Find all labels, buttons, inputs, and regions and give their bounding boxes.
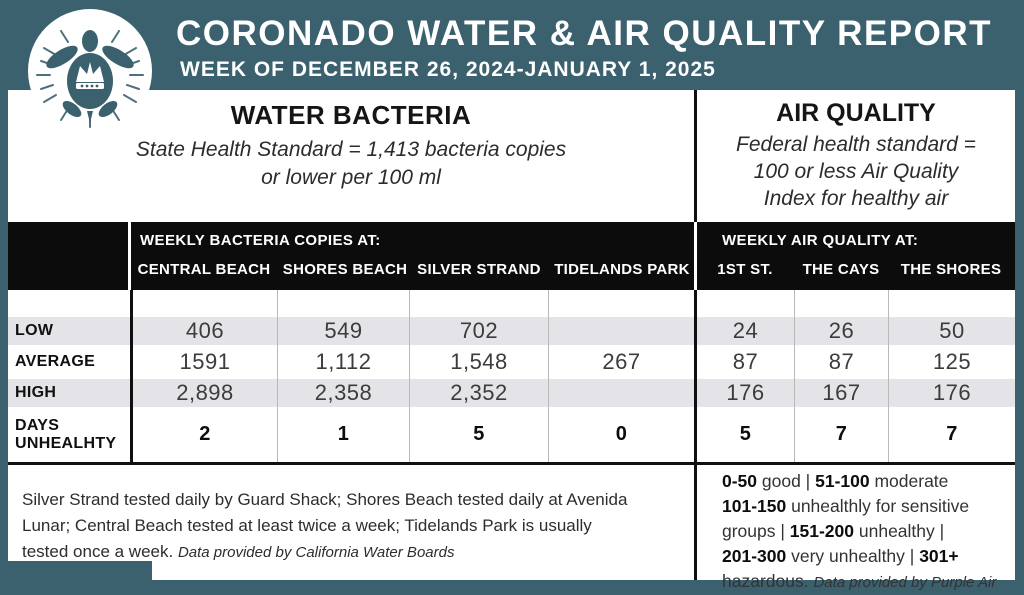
value-avg-central: 1591 xyxy=(130,345,277,379)
value-days-silver-strand: 5 xyxy=(409,407,548,462)
table-row-average: AVERAGE 1591 1,112 1,548 267 87 87 125 xyxy=(8,345,1015,379)
row-label-average: AVERAGE xyxy=(15,353,96,370)
column-header-shores-beach: SHORES BEACH xyxy=(282,261,408,278)
crowned-turtle-logo-icon xyxy=(28,9,152,133)
water-section-heading: WATER BACTERIA xyxy=(230,100,472,130)
value-avg-the-shores: 125 xyxy=(888,345,1015,379)
aqi-legend-line-1: 0-50 good | 51-100 moderate xyxy=(722,471,949,491)
value-high-shores-beach: 2,358 xyxy=(277,379,409,407)
table-row-days-unhealthy: DAYS UNHEALHTY 2 1 5 0 5 7 7 xyxy=(8,407,1015,462)
air-data-source: Data provided by Purple Air xyxy=(813,574,997,591)
section-divider-top xyxy=(694,90,697,222)
aqi-legend-line-2: 101-150 unhealthly for sensitive xyxy=(722,496,970,516)
aqi-legend: 0-50 good | 51-100 moderate 101-150 unhe… xyxy=(722,469,1014,595)
aqi-legend-line-3: groups | 151-200 unhealthy | xyxy=(722,521,945,541)
column-header-the-cays: THE CAYS xyxy=(802,261,880,278)
table-header-band: WEEKLY BACTERIA COPIES AT: WEEKLY AIR QU… xyxy=(8,222,1015,290)
value-avg-silver-strand: 1,548 xyxy=(409,345,548,379)
report-header: CORONADO WATER & AIR QUALITY REPORT WEEK… xyxy=(0,0,1024,90)
row-label-days-unhealthy: DAYS UNHEALHTY xyxy=(15,416,117,452)
week-subtitle: WEEK OF DECEMBER 26, 2024-JANUARY 1, 202… xyxy=(180,58,716,81)
column-header-tidelands-park: TIDELANDS PARK xyxy=(554,261,690,278)
water-group-label: WEEKLY BACTERIA COPIES AT: xyxy=(140,232,381,249)
column-header-the-shores: THE SHORES xyxy=(900,261,1002,278)
air-health-standard: Federal health standard = 100 or less Ai… xyxy=(697,131,1015,212)
water-note-line-2: Lunar; Central Beach tested at least twi… xyxy=(22,516,592,535)
value-avg-1st-st: 87 xyxy=(694,345,794,379)
row-label-low: LOW xyxy=(15,322,54,339)
bottom-left-teal-band xyxy=(0,561,152,580)
value-low-silver-strand: 702 xyxy=(409,317,548,345)
water-health-standard: State Health Standard = 1,413 bacteria c… xyxy=(8,136,694,192)
value-low-tidelands xyxy=(548,317,694,345)
table-bottom-rule xyxy=(8,462,1015,465)
value-days-shores-beach: 1 xyxy=(277,407,409,462)
water-data-source: Data provided by California Water Boards xyxy=(177,544,455,561)
air-standard-line-1: Federal health standard = xyxy=(736,133,976,156)
value-low-central: 406 xyxy=(130,317,277,345)
air-standard-line-3: Index for healthy air xyxy=(763,187,949,210)
aqi-legend-line-4: 201-300 very unhealthy | 301+ xyxy=(722,546,959,566)
water-note-line-1: Silver Strand tested daily by Guard Shac… xyxy=(22,490,628,509)
aqi-legend-line-5: hazardous. Data provided by Purple Air xyxy=(722,571,997,591)
water-standard-line-2: or lower per 100 ml xyxy=(261,166,441,189)
value-days-central: 2 xyxy=(130,407,277,462)
header-divider-sections xyxy=(694,222,697,290)
section-divider-bottom xyxy=(694,465,697,580)
header-divider-labels xyxy=(128,222,131,290)
water-note-line-3: tested once a week. Data provided by Cal… xyxy=(22,542,455,561)
value-high-the-shores: 176 xyxy=(888,379,1015,407)
value-low-the-shores: 50 xyxy=(888,317,1015,345)
value-high-silver-strand: 2,352 xyxy=(409,379,548,407)
water-standard-line-1: State Health Standard = 1,413 bacteria c… xyxy=(135,138,567,161)
value-avg-shores-beach: 1,112 xyxy=(277,345,409,379)
value-high-1st-st: 176 xyxy=(694,379,794,407)
column-header-1st-st: 1ST ST. xyxy=(717,261,773,278)
page-title: CORONADO WATER & AIR QUALITY REPORT xyxy=(176,14,993,53)
column-header-silver-strand: SILVER STRAND xyxy=(417,261,541,278)
value-avg-cays: 87 xyxy=(794,345,888,379)
column-header-central-beach: CENTRAL BEACH xyxy=(137,261,271,278)
value-days-the-shores: 7 xyxy=(888,407,1015,462)
value-low-1st-st: 24 xyxy=(694,317,794,345)
data-table: LOW 406 549 702 24 26 50 AVERAGE 1591 1,… xyxy=(8,290,1015,462)
value-low-shores-beach: 549 xyxy=(277,317,409,345)
crown xyxy=(76,62,104,89)
row-label-high: HIGH xyxy=(15,384,57,401)
value-days-1st-st: 5 xyxy=(694,407,794,462)
value-low-cays: 26 xyxy=(794,317,888,345)
water-testing-note: Silver Strand tested daily by Guard Shac… xyxy=(22,487,687,566)
value-days-cays: 7 xyxy=(794,407,888,462)
air-group-label: WEEKLY AIR QUALITY AT: xyxy=(722,232,919,249)
table-row-spacer xyxy=(8,290,1015,317)
table-row-high: HIGH 2,898 2,358 2,352 176 167 176 xyxy=(8,379,1015,407)
value-avg-tidelands: 267 xyxy=(548,345,694,379)
value-days-tidelands: 0 xyxy=(548,407,694,462)
value-high-tidelands xyxy=(548,379,694,407)
value-high-cays: 167 xyxy=(794,379,888,407)
air-section-heading: AIR QUALITY xyxy=(776,99,936,127)
air-standard-line-2: 100 or less Air Quality xyxy=(753,160,959,183)
table-row-low: LOW 406 549 702 24 26 50 xyxy=(8,317,1015,345)
value-high-central: 2,898 xyxy=(130,379,277,407)
